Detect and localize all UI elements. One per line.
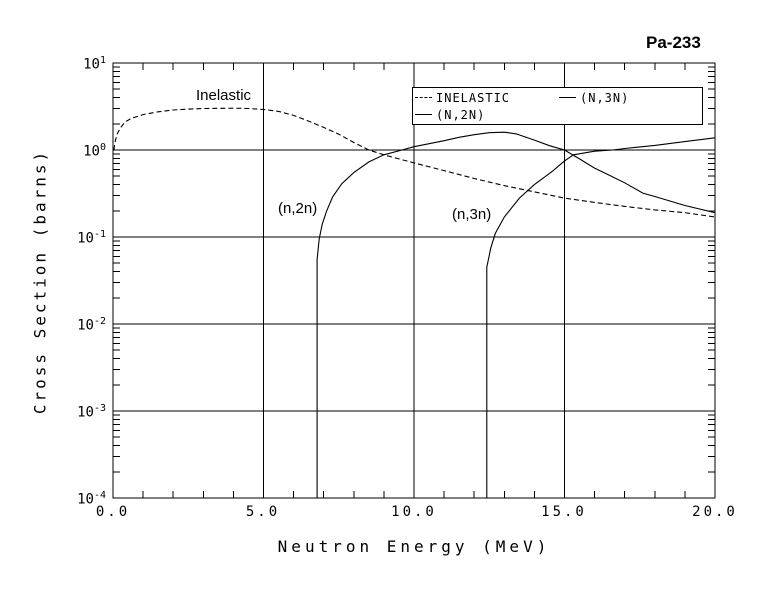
dashed-line-sample-icon (415, 97, 432, 98)
plot-title: Pa-233 (646, 33, 701, 52)
y-tick-label: 100 (83, 142, 106, 160)
y-tick-label: 10-4 (77, 490, 106, 508)
y-axis-title: Cross Section (barns) (30, 148, 50, 415)
legend-item-n3n: (N,3N) (559, 91, 629, 106)
n3n-curve (486, 137, 716, 498)
n2n-curve (316, 131, 716, 498)
n3n-curve-label: (n,3n) (452, 206, 492, 223)
y-tick-label: 101 (83, 55, 106, 73)
n2n-curve-label: (n,2n) (278, 200, 318, 217)
y-tick-label: 10-1 (77, 229, 106, 247)
plot-border (112, 62, 716, 499)
legend-box: INELASTIC (N,3N) (N,2N) (412, 87, 703, 125)
y-tick-label: 10-2 (77, 316, 106, 334)
x-axis-title: Neutron Energy (MeV) (277, 537, 551, 556)
legend-item-inelastic: INELASTIC (415, 91, 510, 106)
inelastic-curve-label: Inelastic (196, 87, 252, 104)
x-tick-label: 5.0 (245, 504, 281, 520)
solid-line-sample-icon (415, 114, 432, 115)
solid-line-sample-icon (559, 97, 576, 98)
x-tick-label: 20.0 (692, 504, 738, 520)
y-tick-label: 10-3 (77, 403, 106, 421)
x-tick-label: 10.0 (391, 504, 437, 520)
legend-item-n2n: (N,2N) (415, 108, 485, 123)
x-tick-label: 15.0 (541, 504, 587, 520)
x-tick-label: 0.0 (95, 504, 131, 520)
inelastic-curve (113, 107, 716, 218)
